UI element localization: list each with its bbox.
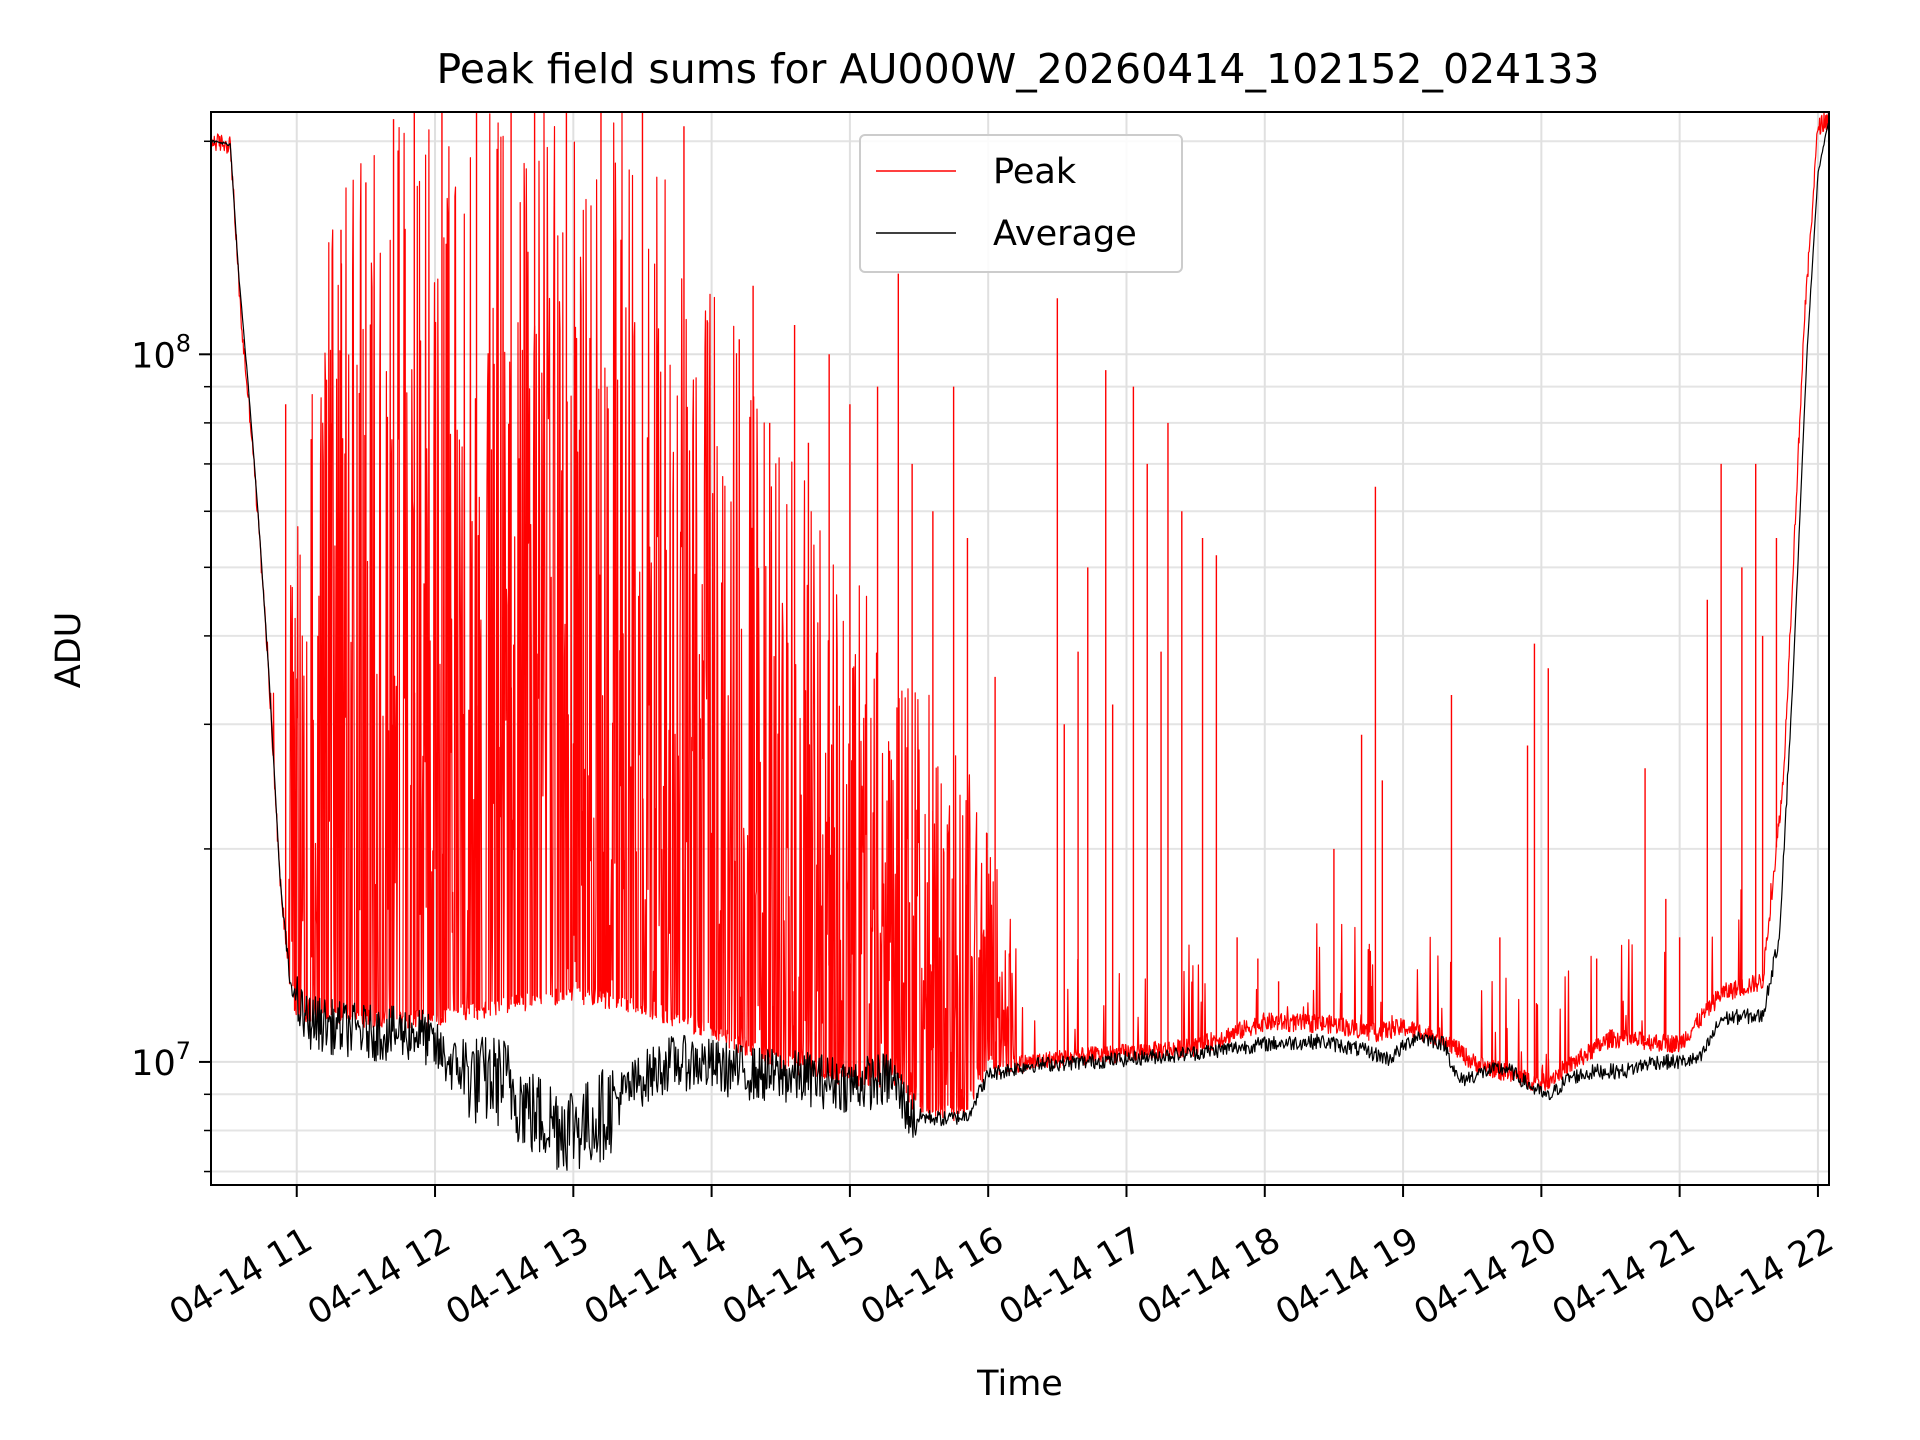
y-tick-label-base: 10 xyxy=(131,336,176,376)
y-tick-label: 108 xyxy=(131,329,191,376)
legend-box xyxy=(859,134,1183,273)
legend-average-label: Average xyxy=(993,214,1137,254)
average-series-line xyxy=(210,123,1829,1171)
plot-frame xyxy=(210,111,1830,1186)
y-tick-label-exponent: 8 xyxy=(176,329,191,357)
y-tick-label: 107 xyxy=(131,1037,191,1084)
x-axis-label: Time xyxy=(976,1364,1063,1404)
y-axis-label: ADU xyxy=(49,612,89,689)
chart-title: Peak field sums for AU000W_20260414_1021… xyxy=(436,45,1599,93)
legend-peak-label: Peak xyxy=(993,152,1077,192)
series-layer xyxy=(210,111,1829,1171)
y-tick-label-base: 10 xyxy=(131,1044,176,1084)
y-tick-label-exponent: 7 xyxy=(176,1037,191,1065)
legend: Peak Average xyxy=(859,134,1183,273)
peak-series-line xyxy=(210,111,1829,1122)
